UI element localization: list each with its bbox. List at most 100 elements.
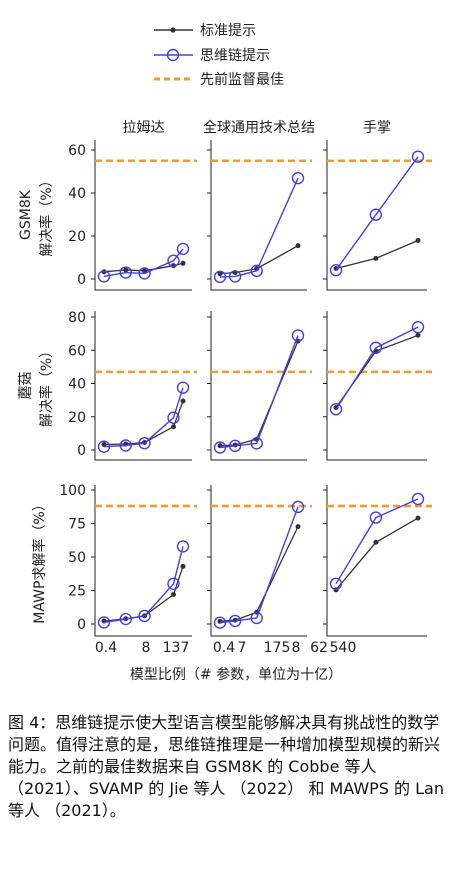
panel-r2-c3 bbox=[323, 311, 432, 461]
x-tick-label: 8 bbox=[142, 640, 151, 656]
x-tick-label: 8 bbox=[292, 640, 301, 656]
standard-point bbox=[295, 243, 301, 249]
cot-point bbox=[329, 577, 343, 590]
x-tick-label: 175 bbox=[264, 640, 291, 656]
x-tick-label: 0.4 bbox=[95, 640, 117, 656]
standard-point bbox=[373, 255, 379, 261]
column-title-3: 手掌 bbox=[363, 120, 391, 136]
cot-series-line bbox=[335, 498, 419, 585]
axis-spine bbox=[210, 140, 307, 291]
panel-r1-c2 bbox=[207, 140, 312, 291]
cot-point bbox=[250, 264, 263, 278]
standard-series-line bbox=[219, 526, 299, 622]
chart-panels: 0 20 40 60 0 20 40 60 80 0 25 50 75 100 bbox=[59, 140, 432, 637]
axis-spine bbox=[210, 485, 307, 637]
x-tick-labels: 0.4 8 137 0.4 7 175 8 62 540 bbox=[95, 640, 357, 656]
cot-point bbox=[138, 267, 151, 280]
standard-series-line bbox=[335, 517, 419, 591]
panel-r3-c3 bbox=[323, 485, 432, 637]
cot-point bbox=[369, 341, 383, 354]
y-tick-label: 100 bbox=[59, 483, 86, 499]
cot-point bbox=[329, 403, 343, 416]
cot-point bbox=[97, 440, 111, 453]
cot-point bbox=[369, 511, 383, 524]
cot-series-line bbox=[103, 546, 184, 624]
cot-point bbox=[369, 208, 383, 221]
cot-point bbox=[250, 437, 263, 450]
y-tick-label: 0 bbox=[77, 272, 86, 288]
cot-point bbox=[228, 614, 242, 628]
y-tick-label: 50 bbox=[68, 550, 86, 566]
x-tick-label: 7 bbox=[238, 640, 247, 656]
y-tick-label: 75 bbox=[68, 517, 86, 533]
cot-series-line bbox=[335, 326, 419, 410]
panel-r2-c1: 0 20 40 60 80 bbox=[68, 310, 197, 461]
cot-series-line bbox=[103, 387, 184, 448]
cot-point bbox=[167, 411, 180, 424]
axis-spine bbox=[94, 311, 192, 461]
cot-point bbox=[97, 270, 111, 283]
x-tick-label: 62 bbox=[310, 640, 328, 656]
y-tick-label: 0 bbox=[77, 443, 86, 459]
row-metric-label-3: MAWP求解率（%） bbox=[31, 497, 48, 623]
legend-label-standard: 标准提示 bbox=[200, 23, 256, 39]
axis-spine bbox=[326, 311, 427, 461]
column-title-1: 拉姆达 bbox=[123, 120, 165, 136]
cot-series-line bbox=[219, 335, 299, 449]
standard-point bbox=[373, 539, 379, 545]
standard-point bbox=[123, 267, 129, 273]
cot-point bbox=[176, 242, 190, 256]
axis-spine bbox=[326, 140, 427, 291]
standard-point bbox=[142, 268, 148, 274]
standard-point bbox=[415, 332, 421, 338]
standard-series-line bbox=[335, 239, 419, 270]
cot-point bbox=[213, 616, 227, 629]
cot-point bbox=[228, 439, 242, 453]
standard-point bbox=[180, 563, 186, 569]
cot-point bbox=[97, 616, 111, 629]
y-tick-label: 20 bbox=[68, 229, 86, 245]
column-titles: 拉姆达 全球通用技术总结 手掌 bbox=[123, 119, 392, 136]
cot-point bbox=[167, 577, 180, 590]
standard-point bbox=[415, 238, 421, 244]
cot-point bbox=[291, 171, 305, 185]
axis-spine bbox=[94, 140, 192, 291]
cot-point bbox=[176, 540, 190, 553]
standard-point bbox=[101, 442, 107, 448]
axis-spine bbox=[326, 485, 427, 637]
standard-point bbox=[180, 398, 186, 404]
column-title-2: 全球通用技术总结 bbox=[203, 119, 315, 136]
row-dataset-label-1: GSM8K bbox=[18, 189, 34, 240]
panel-r1-c1: 0 20 40 60 bbox=[68, 140, 197, 291]
y-tick-label: 60 bbox=[68, 143, 86, 159]
cot-point bbox=[138, 609, 151, 623]
legend-label-sota: 先前监督最佳 bbox=[200, 71, 284, 88]
cot-point bbox=[411, 150, 425, 163]
standard-point bbox=[180, 260, 186, 266]
cot-point bbox=[119, 266, 132, 279]
cot-point bbox=[329, 263, 343, 277]
y-tick-label: 25 bbox=[68, 584, 86, 600]
x-axis-label: 模型比例（# 参数，单位为十亿） bbox=[130, 666, 342, 683]
standard-point bbox=[171, 592, 177, 598]
y-tick-label: 20 bbox=[68, 410, 86, 426]
cot-point bbox=[228, 270, 242, 283]
y-tick-label: 80 bbox=[68, 310, 86, 326]
x-tick-label: 137 bbox=[163, 640, 190, 656]
cot-point bbox=[291, 329, 305, 342]
cot-series-line bbox=[219, 177, 299, 278]
legend-marker-standard bbox=[170, 27, 176, 33]
legend-marker-cot bbox=[166, 48, 180, 62]
y-tick-label: 40 bbox=[68, 186, 86, 202]
standard-point bbox=[217, 271, 223, 277]
y-tick-label: 60 bbox=[68, 343, 86, 359]
cot-point bbox=[119, 612, 132, 626]
y-tick-label: 40 bbox=[68, 377, 86, 393]
standard-point bbox=[171, 424, 177, 430]
y-tick-label: 0 bbox=[77, 617, 86, 633]
cot-point bbox=[119, 439, 132, 452]
cot-point bbox=[167, 254, 180, 267]
panel-r1-c3 bbox=[323, 140, 432, 291]
standard-series-line bbox=[219, 340, 299, 447]
